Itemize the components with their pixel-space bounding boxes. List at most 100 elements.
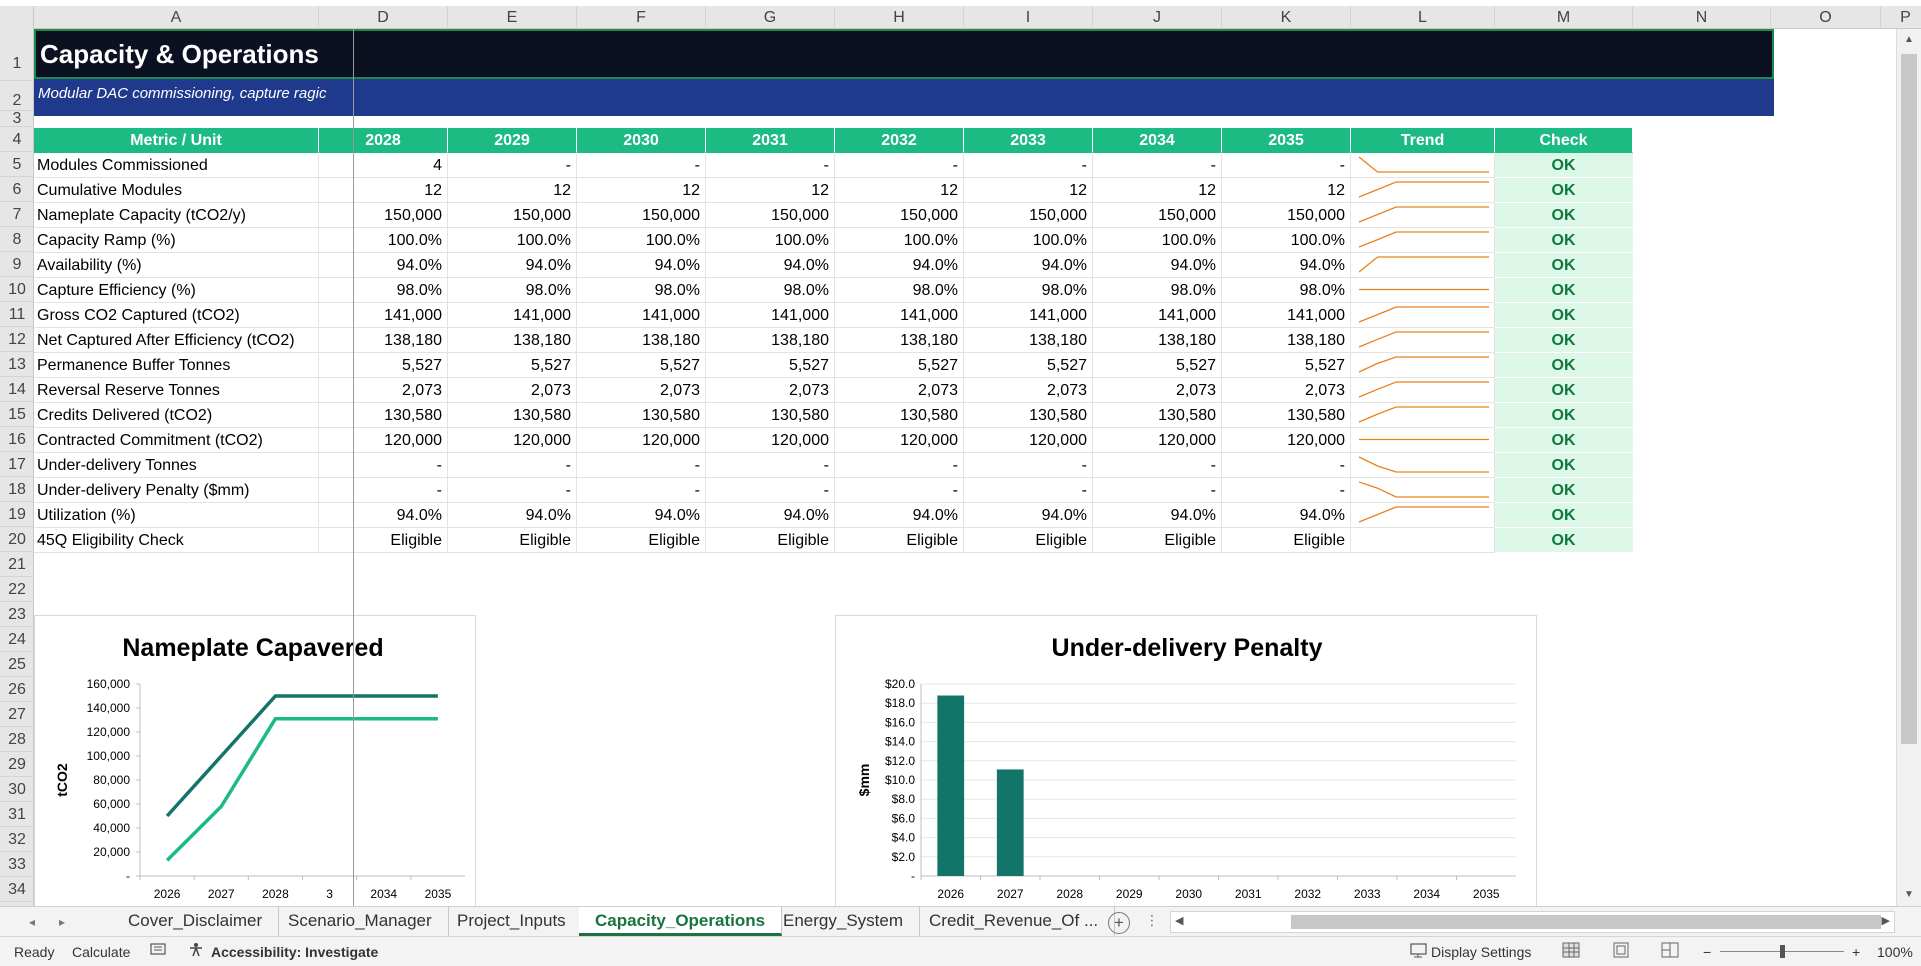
metric-value[interactable]: 12 xyxy=(1093,178,1222,203)
scroll-right-arrow-icon[interactable]: ▶ xyxy=(1881,915,1890,927)
metric-value[interactable]: 2,073 xyxy=(448,378,577,403)
header-year-2031[interactable]: 2031 xyxy=(706,128,835,153)
check-ok-badge[interactable]: OK xyxy=(1495,503,1633,528)
check-ok-badge[interactable]: OK xyxy=(1495,528,1633,553)
metric-value[interactable]: - xyxy=(964,478,1093,503)
metric-value[interactable]: 141,000 xyxy=(1093,303,1222,328)
metric-value[interactable]: - xyxy=(706,453,835,478)
metric-value[interactable]: 150,000 xyxy=(1093,203,1222,228)
trend-cell[interactable] xyxy=(1351,153,1495,178)
column-header-g[interactable]: G xyxy=(706,6,835,29)
metric-label[interactable]: 45Q Eligibility Check xyxy=(34,528,319,553)
row-header-17[interactable]: 17 xyxy=(0,452,33,477)
metric-value[interactable]: 98.0% xyxy=(835,278,964,303)
nameplate-capacity-chart[interactable]: Nameplate Capavered tCO2 160,000 140,000 120… xyxy=(34,615,476,906)
header-year-2030[interactable]: 2030 xyxy=(577,128,706,153)
horizontal-scroll-thumb[interactable] xyxy=(1291,915,1881,929)
metric-value[interactable]: 150,000 xyxy=(964,203,1093,228)
metric-value[interactable]: 141,000 xyxy=(964,303,1093,328)
sheet-tab-energy-system[interactable]: Energy_System xyxy=(767,907,920,936)
metric-value[interactable]: 138,180 xyxy=(835,328,964,353)
check-ok-badge[interactable]: OK xyxy=(1495,478,1633,503)
metric-value[interactable]: 150,000 xyxy=(835,203,964,228)
metric-value[interactable]: - xyxy=(448,153,577,178)
metric-value[interactable]: 98.0% xyxy=(1222,278,1351,303)
metric-value[interactable]: 2,073 xyxy=(1222,378,1351,403)
zoom-in-icon[interactable]: + xyxy=(1852,944,1861,960)
header-check[interactable]: Check xyxy=(1495,128,1633,153)
metric-value[interactable]: 98.0% xyxy=(577,278,706,303)
metric-value[interactable]: 4 xyxy=(319,153,448,178)
metric-label[interactable]: Modules Commissioned xyxy=(34,153,319,178)
row-header-19[interactable]: 19 xyxy=(0,502,33,527)
metric-value[interactable]: - xyxy=(577,153,706,178)
metric-label[interactable]: Utilization (%) xyxy=(34,503,319,528)
header-year-2028[interactable]: 2028 xyxy=(319,128,448,153)
metric-value[interactable]: 141,000 xyxy=(835,303,964,328)
metric-value[interactable]: 138,180 xyxy=(1093,328,1222,353)
metric-value[interactable]: 94.0% xyxy=(448,253,577,278)
check-ok-badge[interactable]: OK xyxy=(1495,178,1633,203)
metric-value[interactable]: 120,000 xyxy=(319,428,448,453)
metric-value[interactable]: 100.0% xyxy=(835,228,964,253)
header-year-2032[interactable]: 2032 xyxy=(835,128,964,153)
column-header-m[interactable]: M xyxy=(1495,6,1633,29)
metric-value[interactable]: 2,073 xyxy=(577,378,706,403)
normal-view-icon[interactable] xyxy=(1562,942,1580,961)
macro-record-icon[interactable] xyxy=(150,942,166,959)
metric-value[interactable]: 138,180 xyxy=(319,328,448,353)
metric-value[interactable]: 138,180 xyxy=(448,328,577,353)
under-delivery-penalty-chart[interactable]: Under-delivery Penalty $mm $20.0 $18.0 $16.0… xyxy=(835,615,1537,906)
metric-value[interactable]: 150,000 xyxy=(577,203,706,228)
prev-sheet-icon[interactable]: ◂ xyxy=(28,915,36,929)
trend-cell[interactable] xyxy=(1351,453,1495,478)
sheet-subtitle-cell[interactable]: Modular DAC commissioning, capture ragic xyxy=(34,79,1774,116)
trend-cell[interactable] xyxy=(1351,478,1495,503)
metric-value[interactable]: 120,000 xyxy=(706,428,835,453)
row-header-14[interactable]: 14 xyxy=(0,377,33,402)
trend-cell[interactable] xyxy=(1351,253,1495,278)
trend-cell[interactable] xyxy=(1351,403,1495,428)
check-ok-badge[interactable]: OK xyxy=(1495,228,1633,253)
metric-value[interactable]: - xyxy=(1093,478,1222,503)
metric-value[interactable]: 98.0% xyxy=(1093,278,1222,303)
row-header-15[interactable]: 15 xyxy=(0,402,33,427)
metric-value[interactable]: 94.0% xyxy=(319,253,448,278)
metric-value[interactable]: 94.0% xyxy=(319,503,448,528)
metric-value[interactable]: 94.0% xyxy=(835,503,964,528)
row-header-3[interactable]: 3 xyxy=(0,111,33,127)
trend-cell[interactable] xyxy=(1351,503,1495,528)
trend-cell[interactable] xyxy=(1351,378,1495,403)
metric-value[interactable]: 12 xyxy=(835,178,964,203)
row-header-32[interactable]: 32 xyxy=(0,827,33,852)
metric-value[interactable]: - xyxy=(1222,453,1351,478)
metric-value[interactable]: 138,180 xyxy=(1222,328,1351,353)
column-header-a[interactable]: A xyxy=(34,6,319,29)
check-ok-badge[interactable]: OK xyxy=(1495,153,1633,178)
metric-value[interactable]: 2,073 xyxy=(1093,378,1222,403)
row-header-7[interactable]: 7 xyxy=(0,202,33,227)
vertical-scrollbar[interactable]: ▲ ▼ xyxy=(1896,29,1921,906)
accessibility-icon[interactable] xyxy=(188,942,206,961)
metric-value[interactable]: 5,527 xyxy=(577,353,706,378)
column-header-l[interactable]: L xyxy=(1351,6,1495,29)
metric-value[interactable]: 94.0% xyxy=(706,503,835,528)
metric-value[interactable]: 94.0% xyxy=(1093,503,1222,528)
row-header-27[interactable]: 27 xyxy=(0,702,33,727)
metric-value[interactable]: 5,527 xyxy=(964,353,1093,378)
metric-value[interactable]: - xyxy=(706,153,835,178)
trend-cell[interactable] xyxy=(1351,353,1495,378)
metric-value[interactable]: - xyxy=(319,478,448,503)
page-layout-view-icon[interactable] xyxy=(1612,942,1630,961)
metric-value[interactable]: 94.0% xyxy=(706,253,835,278)
row-header-16[interactable]: 16 xyxy=(0,427,33,452)
metric-value[interactable]: 94.0% xyxy=(448,503,577,528)
zoom-level[interactable]: 100% xyxy=(1877,944,1913,960)
row-header-6[interactable]: 6 xyxy=(0,177,33,202)
check-ok-badge[interactable]: OK xyxy=(1495,278,1633,303)
row-header-24[interactable]: 24 xyxy=(0,627,33,652)
scroll-up-arrow-icon[interactable]: ▲ xyxy=(1904,34,1914,45)
row-header-2[interactable]: 2 xyxy=(0,81,33,111)
trend-cell[interactable] xyxy=(1351,203,1495,228)
metric-value[interactable]: - xyxy=(835,153,964,178)
